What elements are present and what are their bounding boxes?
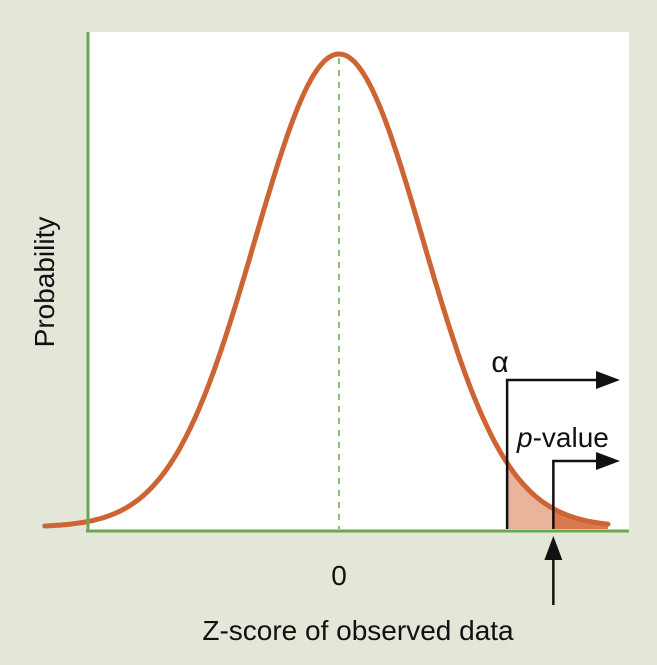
observed-z-marker <box>544 536 563 605</box>
alpha-arrow <box>505 378 600 529</box>
p-value-italic-p: p <box>516 422 533 453</box>
observed-z-arrowhead <box>544 536 563 560</box>
p-value-suffix: -value <box>533 422 609 453</box>
p-value-arrow <box>552 459 600 529</box>
alpha-arrowhead <box>596 371 620 389</box>
alpha-region <box>507 463 608 529</box>
p-value-label: p-value <box>516 422 609 453</box>
alpha-label: α <box>491 346 508 379</box>
p-value-annotation: p-value <box>516 422 620 529</box>
x-axis-label: Z-score of observed data <box>202 615 514 646</box>
p-value-arrowhead <box>596 452 620 470</box>
plot-background <box>88 32 629 531</box>
x-tick-label: 0 <box>331 560 347 591</box>
y-axis-label: Probability <box>29 217 60 348</box>
x-tick-labels: 0 <box>331 560 347 591</box>
alpha-annotation: α <box>491 346 620 529</box>
density-curve <box>42 51 611 529</box>
